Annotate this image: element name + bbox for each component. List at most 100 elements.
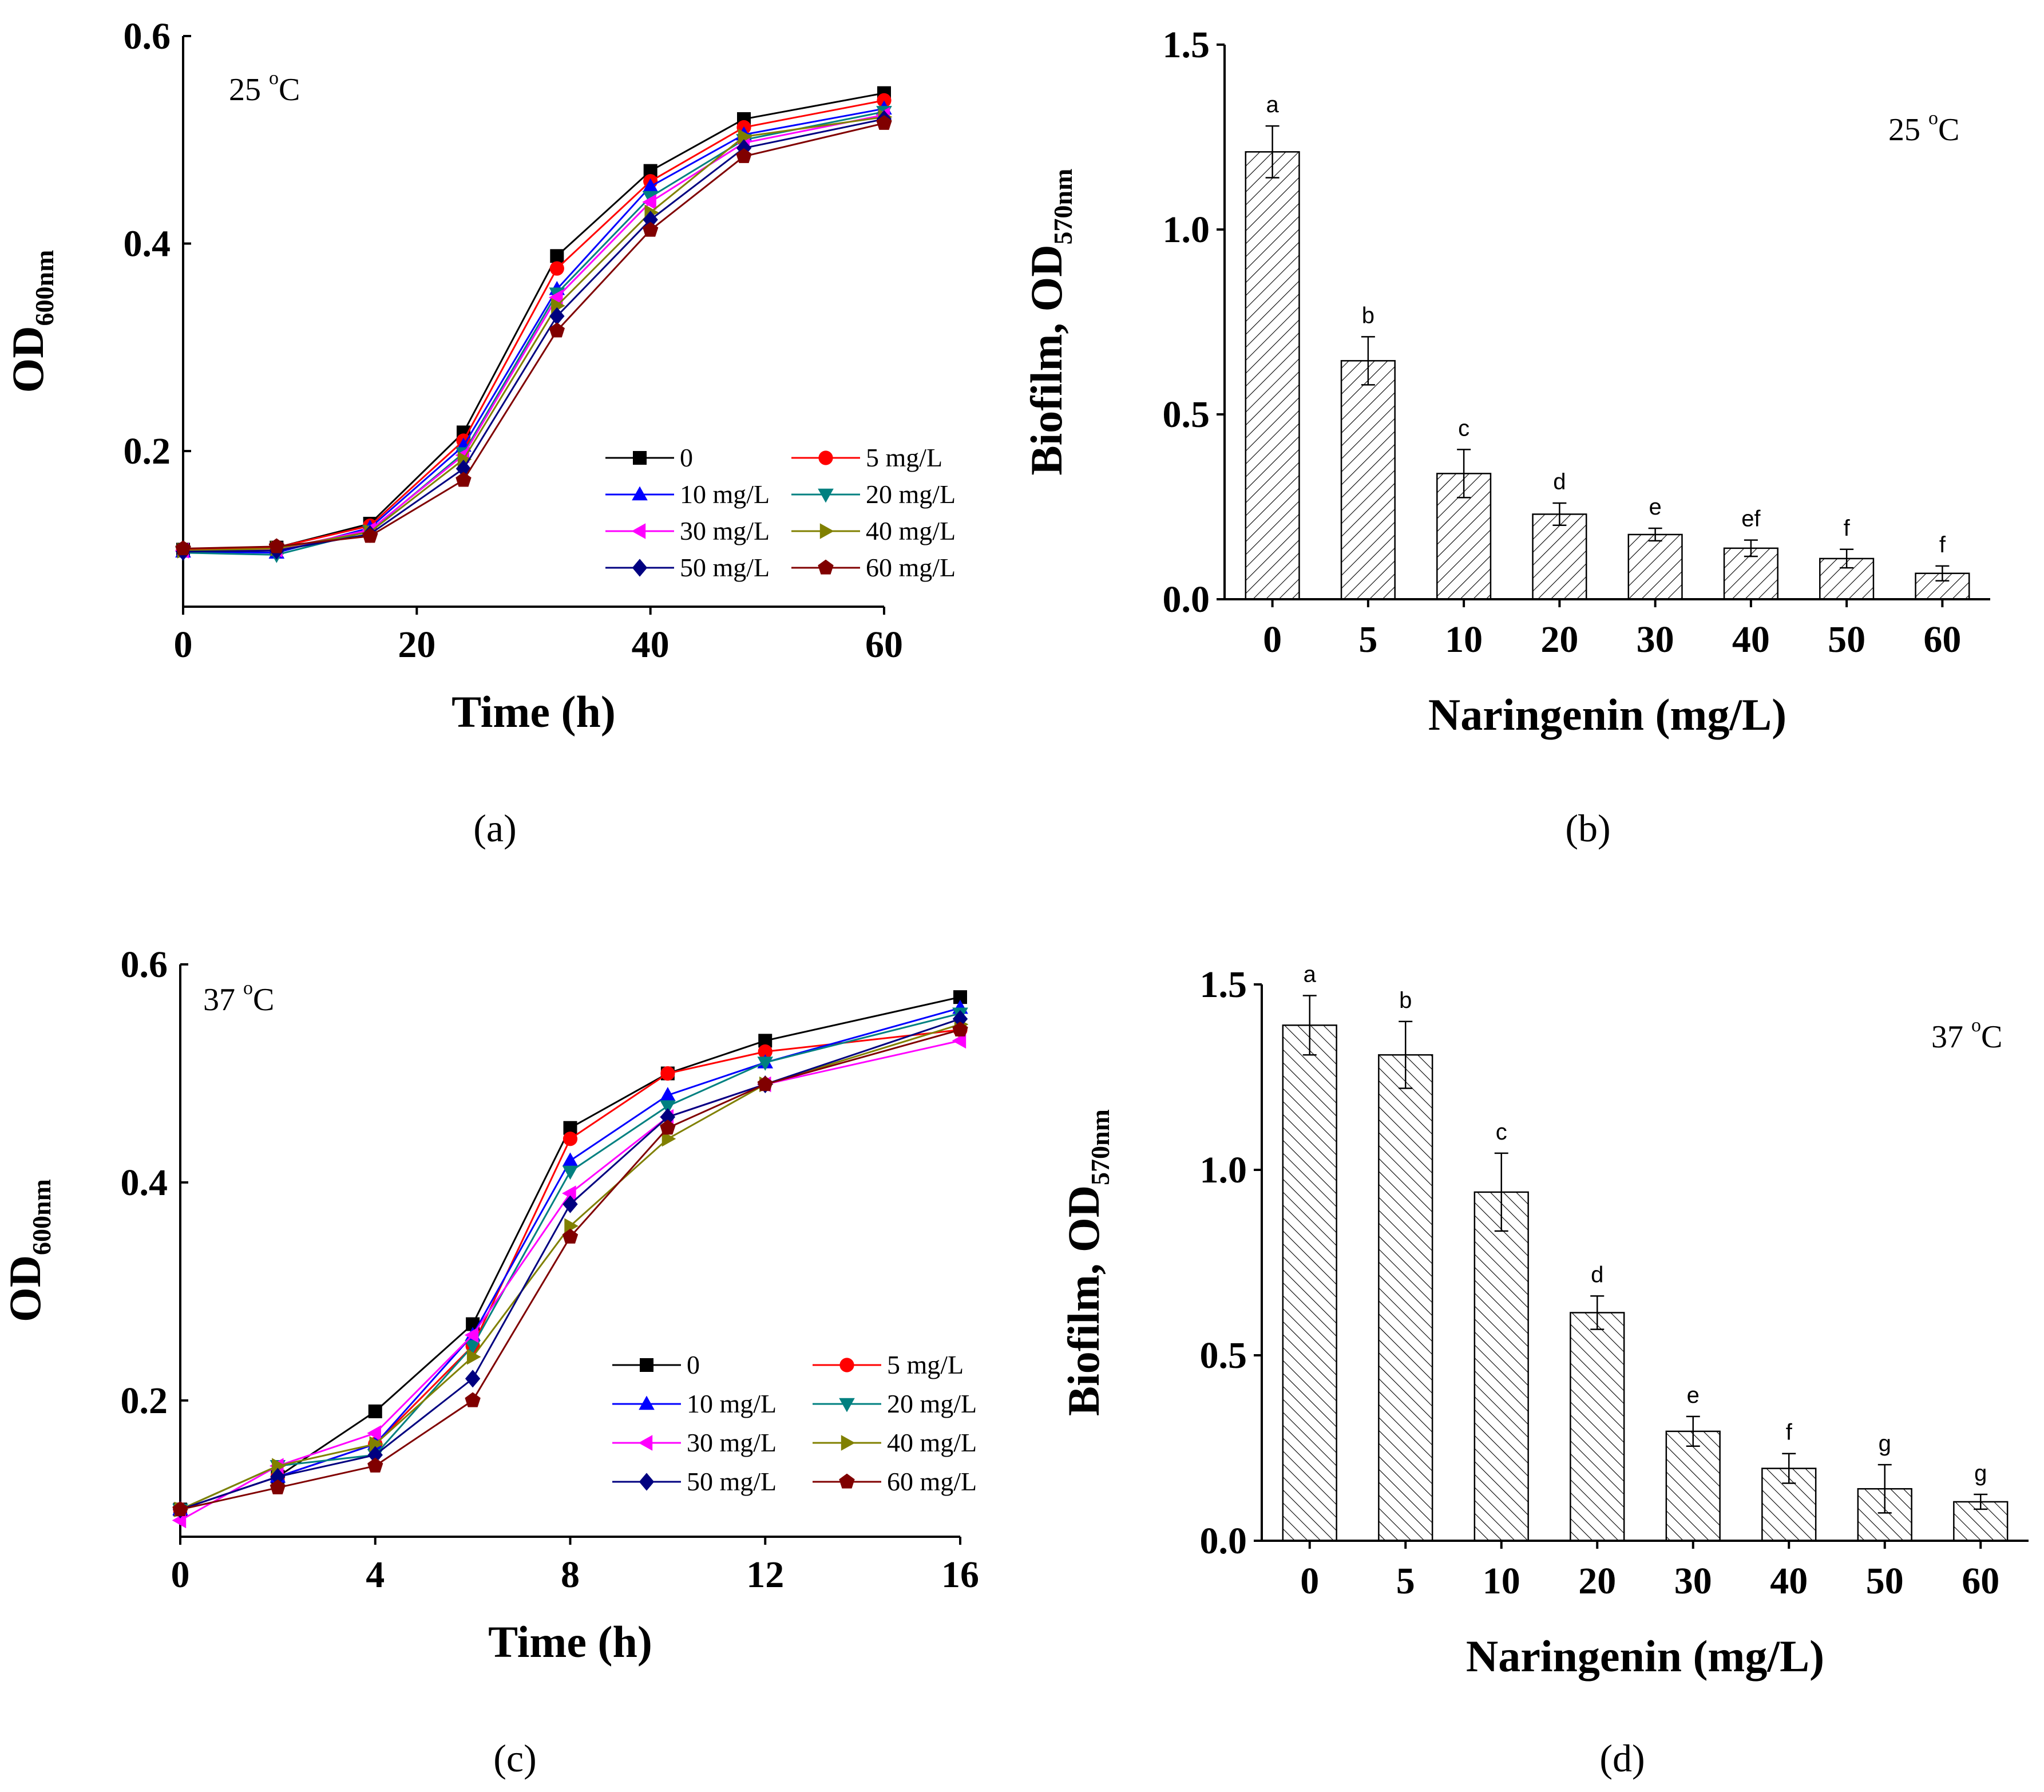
panel-label-a: (a) (473, 806, 516, 850)
y-tick-label: 0.6 (124, 15, 171, 57)
legend-marker (638, 1435, 653, 1451)
series-30-mg-l (172, 1033, 966, 1529)
data-point (548, 290, 563, 306)
data-point (757, 1057, 774, 1071)
data-point (465, 1370, 481, 1388)
significance-letter: e (1687, 1383, 1700, 1408)
degree-symbol: o (243, 978, 253, 999)
y-tick-label: 0.5 (1200, 1335, 1247, 1376)
significance-letter: e (1649, 495, 1662, 520)
bar-group: ef (1723, 507, 1778, 600)
data-point (172, 1512, 187, 1529)
legend-label: 50 mg/L (687, 1467, 777, 1496)
data-point (549, 322, 565, 338)
legend-marker (632, 486, 648, 501)
data-point (564, 1218, 579, 1234)
data-point (367, 1425, 381, 1441)
y-tick-label: 1.5 (1163, 24, 1210, 66)
legend-item: 40 mg/L (791, 516, 956, 545)
y-axis-label-subscript: 600nm (30, 250, 59, 326)
data-point (758, 1044, 773, 1059)
x-tick-label: 20 (398, 624, 435, 666)
legend-marker (839, 1473, 855, 1489)
bar-group: f (1819, 516, 1875, 600)
bar (1570, 1312, 1625, 1542)
data-point (642, 194, 656, 210)
significance-letter: g (1974, 1461, 1987, 1486)
panel-label-c: (c) (493, 1736, 536, 1780)
series-line (180, 1018, 961, 1510)
data-point (549, 307, 565, 326)
significance-letter: b (1399, 988, 1412, 1013)
x-axis-label: Time (h) (451, 687, 616, 737)
legend-item: 5 mg/L (791, 443, 942, 472)
legend-label: 60 mg/L (887, 1467, 977, 1496)
bar-group: f (1915, 532, 1970, 600)
data-point (464, 1327, 479, 1343)
temperature-annotation: 25 oC (229, 68, 300, 108)
legend-item: 0 (612, 1350, 700, 1379)
degree-symbol: o (269, 68, 279, 89)
x-tick-label: 40 (1732, 619, 1770, 660)
y-tick-label: 1.0 (1200, 1149, 1247, 1191)
data-point (736, 139, 752, 157)
legend-marker (818, 559, 834, 575)
y-tick-label: 0.0 (1200, 1520, 1247, 1562)
legend-label: 60 mg/L (866, 553, 956, 582)
series-60-mg-l (172, 1021, 968, 1516)
significance-letter: d (1553, 469, 1566, 495)
data-point (660, 1108, 676, 1126)
legend-label: 10 mg/L (680, 480, 770, 509)
data-point (660, 1100, 676, 1115)
legend-item: 60 mg/L (813, 1467, 977, 1496)
significance-letter: c (1496, 1119, 1507, 1145)
bar-group: e (1665, 1383, 1721, 1542)
bar (1953, 1501, 2009, 1542)
x-tick-label: 10 (1483, 1560, 1520, 1602)
y-axis-label-main: Biofilm, OD (1059, 1185, 1108, 1416)
legend-marker (839, 1358, 854, 1372)
x-tick-label: 12 (746, 1554, 784, 1596)
y-tick-label: 0.6 (121, 944, 168, 986)
x-tick-label: 40 (1770, 1560, 1808, 1602)
significance-letter: a (1266, 92, 1280, 117)
temperature-value: 25 (1888, 112, 1928, 148)
legend-item: 20 mg/L (791, 480, 956, 509)
series-10-mg-l (172, 999, 968, 1516)
x-tick-label: 20 (1540, 619, 1578, 660)
legend-marker (633, 451, 647, 465)
x-tick-label: 5 (1396, 1560, 1415, 1602)
data-point (738, 129, 752, 145)
legend-label: 30 mg/L (680, 516, 770, 545)
significance-letter: c (1458, 416, 1469, 441)
y-axis-label: OD600nm (3, 250, 59, 393)
bar (1282, 1024, 1337, 1542)
legend-marker (839, 1398, 855, 1413)
series-line (183, 99, 885, 551)
data-point (563, 1132, 578, 1146)
legend-marker (631, 523, 646, 539)
legend-item: 30 mg/L (605, 516, 770, 545)
series-30-mg-l (175, 106, 890, 559)
bar-group: f (1761, 1420, 1817, 1542)
series-60-mg-l (175, 114, 892, 556)
x-tick-label: 50 (1866, 1560, 1904, 1602)
x-tick-label: 60 (1962, 1560, 1999, 1602)
legend-item: 30 mg/L (612, 1428, 777, 1457)
y-tick-label: 1.0 (1163, 209, 1210, 251)
y-tick-label: 0.5 (1163, 394, 1210, 436)
data-point (660, 1087, 676, 1101)
legend-marker (819, 523, 834, 539)
significance-letter: f (1844, 516, 1851, 541)
legend-label: 50 mg/L (680, 553, 770, 582)
data-point (562, 1185, 576, 1201)
legend-item: 5 mg/L (813, 1350, 964, 1379)
data-point (272, 1458, 286, 1474)
data-point (643, 211, 658, 229)
x-tick-label: 5 (1358, 619, 1377, 660)
x-tick-label: 16 (941, 1554, 979, 1596)
legend-label: 20 mg/L (887, 1389, 977, 1418)
x-axis-label: Naringenin (mg/L) (1466, 1631, 1824, 1681)
legend-marker (639, 1473, 655, 1491)
legend-label: 5 mg/L (866, 443, 942, 472)
